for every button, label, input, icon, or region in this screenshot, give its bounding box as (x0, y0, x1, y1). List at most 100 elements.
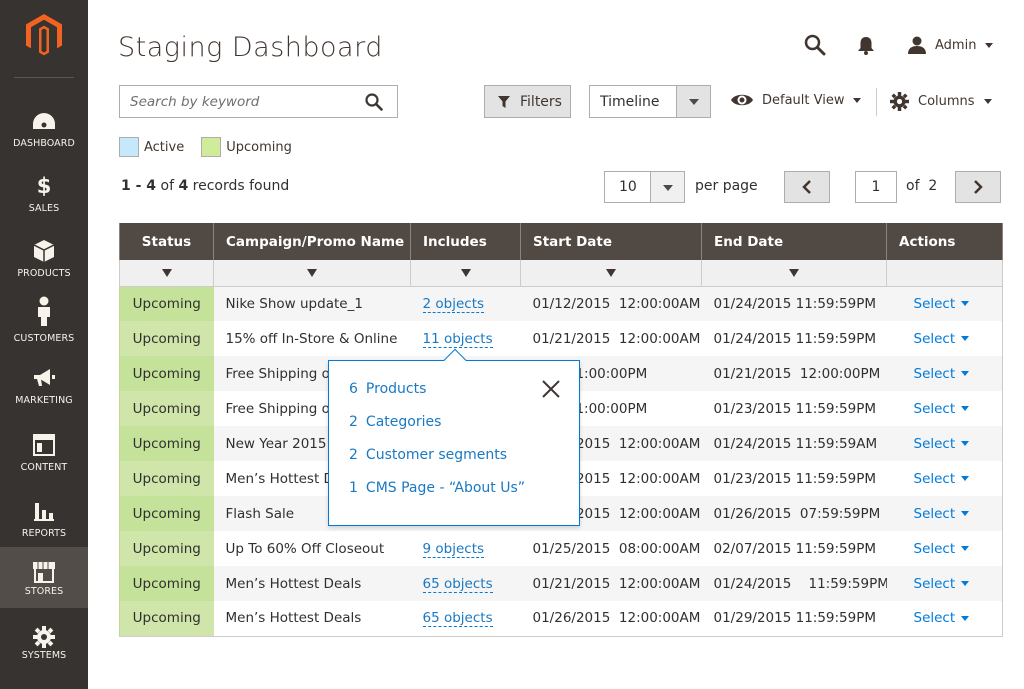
includes-cell[interactable]: 65 objects (410, 566, 521, 601)
actions-cell[interactable]: Select (886, 391, 1003, 426)
active-legend-label: Active (144, 139, 185, 155)
sidebar-item-reports[interactable]: REPORTS (0, 488, 88, 550)
start-date-cell: 01/21/2015 12:00:00AM (520, 566, 702, 601)
end-date-cell: 01/29/2015 11:59:59PM (701, 601, 887, 637)
end-date-cell: 01/21/2015 12:00:00PM (701, 356, 887, 391)
chevron-left-icon (802, 180, 811, 194)
view-mode-select[interactable]: Timeline (589, 85, 711, 118)
per-page-select[interactable]: 10 (604, 171, 685, 203)
table-row: Upcoming Men’s Hottest De 01/21/2015 12:00… (119, 461, 1003, 496)
includes-link[interactable]: 9 objects (422, 540, 485, 558)
next-page-button[interactable] (955, 171, 1001, 203)
actions-cell[interactable]: Select (886, 601, 1003, 637)
magento-logo-icon (26, 14, 62, 56)
admin-user-menu[interactable]: Admin (907, 36, 994, 54)
actions-cell[interactable]: Select (886, 426, 1003, 461)
includes-link[interactable]: 65 objects (422, 610, 493, 628)
dollar-icon: $ (36, 174, 52, 198)
search-submit-button[interactable] (365, 93, 383, 115)
filter-includes[interactable] (410, 260, 521, 287)
includes-cell[interactable]: 2 objects (410, 286, 521, 321)
upcoming-legend-label: Upcoming (226, 139, 292, 155)
page-count: of 2 (906, 178, 937, 194)
current-page-input[interactable]: 1 (855, 171, 897, 203)
includes-link[interactable]: 11 objects (422, 330, 493, 348)
search-input[interactable] (120, 86, 360, 117)
popup-close-button[interactable] (542, 380, 560, 402)
includes-cell[interactable]: 9 objects (410, 531, 521, 566)
view-mode-dropdown-toggle[interactable] (676, 86, 710, 117)
default-view-menu[interactable]: Default View (730, 92, 862, 108)
sidebar-item-customers[interactable]: CUSTOMERS (0, 293, 88, 355)
popup-item-products[interactable]: 6 Products (349, 381, 426, 397)
column-header-start-date[interactable]: Start Date (520, 223, 702, 260)
user-icon (908, 36, 926, 54)
includes-link[interactable]: 2 objects (422, 295, 485, 313)
popup-item-categories[interactable]: 2 Categories (349, 414, 441, 430)
status-cell: Upcoming (119, 286, 214, 321)
sidebar-item-label: CUSTOMERS (13, 333, 75, 344)
filter-caret-icon (460, 269, 471, 277)
popup-item-cms-page[interactable]: 1 CMS Page - “About Us” (349, 480, 525, 496)
filter-start-date[interactable] (520, 260, 702, 287)
actions-cell[interactable]: Select (886, 286, 1003, 321)
sidebar-item-systems[interactable]: SYSTEMS (0, 616, 88, 678)
global-search-button[interactable] (804, 34, 826, 60)
name-cell: Men’s Hottest Deals (213, 601, 411, 637)
records-suffix: records found (192, 178, 290, 194)
previous-page-button[interactable] (784, 171, 830, 203)
column-header-includes[interactable]: Includes (410, 223, 521, 260)
actions-cell[interactable]: Select (886, 566, 1003, 601)
actions-cell[interactable]: Select (886, 321, 1003, 356)
column-header-status[interactable]: Status (119, 223, 214, 260)
actions-cell[interactable]: Select (886, 531, 1003, 566)
actions-cell[interactable]: Select (886, 356, 1003, 391)
records-found: 1 - 4 of 4 records found (121, 178, 289, 194)
columns-menu[interactable]: Columns (890, 92, 992, 111)
sidebar-item-products[interactable]: PRODUCTS (0, 228, 88, 290)
filters-button[interactable]: Filters (484, 85, 571, 118)
popup-item-count: 6 (349, 381, 358, 397)
gear-icon (890, 92, 909, 111)
includes-cell[interactable]: 11 objects (410, 321, 521, 356)
popup-item-customer-segments[interactable]: 2 Customer segments (349, 447, 507, 463)
status-cell: Upcoming (119, 391, 214, 426)
actions-cell[interactable]: Select (886, 461, 1003, 496)
includes-cell[interactable]: 65 objects (410, 601, 521, 637)
chevron-down-icon (961, 511, 970, 516)
sidebar-item-sales[interactable]: $ SALES (0, 163, 88, 225)
select-action-label: Select (913, 330, 956, 347)
sidebar-item-label: CONTENT (20, 462, 68, 473)
sidebar-item-label: STORES (24, 586, 64, 597)
active-swatch (119, 137, 139, 157)
magento-logo[interactable] (0, 0, 88, 78)
table-row: Upcoming Men’s Hottest Deals 65 objects 01/… (119, 566, 1003, 601)
per-page-dropdown-toggle[interactable] (650, 172, 684, 202)
popup-item-label: CMS Page - “About Us” (365, 480, 526, 496)
status-cell: Upcoming (119, 356, 214, 391)
sidebar-item-content[interactable]: CONTENT (0, 422, 88, 484)
sidebar-item-marketing[interactable]: MARKETING (0, 355, 88, 417)
column-header-name[interactable]: Campaign/Promo Name (213, 223, 411, 260)
column-header-end-date[interactable]: End Date (701, 223, 887, 260)
grid-header-row: Status Campaign/Promo Name Includes Star… (119, 223, 1003, 260)
end-date-cell: 01/23/2015 11:59:59PM (701, 391, 887, 426)
notifications-button[interactable] (856, 36, 876, 60)
actions-cell[interactable]: Select (886, 496, 1003, 531)
select-action-label: Select (913, 435, 956, 452)
sidebar-item-stores[interactable]: STORES (0, 547, 88, 608)
sidebar-item-label: SYSTEMS (21, 650, 67, 661)
filter-actions-empty (886, 260, 1003, 287)
chevron-down-icon (689, 99, 699, 105)
filter-caret-icon (161, 269, 172, 277)
search-icon (365, 93, 383, 111)
chevron-down-icon (961, 301, 970, 307)
select-action-label: Select (913, 400, 956, 417)
filter-name[interactable] (213, 260, 411, 287)
filter-status[interactable] (119, 260, 214, 287)
includes-link[interactable]: 65 objects (422, 575, 493, 593)
filter-end-date[interactable] (701, 260, 887, 287)
page-title: Staging Dashboard (118, 32, 383, 63)
funnel-icon (498, 95, 510, 108)
sidebar-item-dashboard[interactable]: DASHBOARD (0, 98, 88, 160)
